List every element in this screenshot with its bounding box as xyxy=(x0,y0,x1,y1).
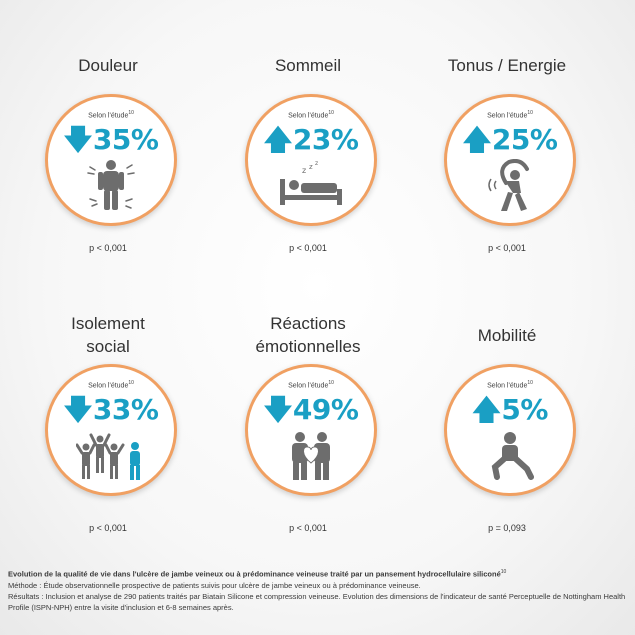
metric-circle: Selon l'étude10 🡅25% xyxy=(444,94,576,226)
p-value: p < 0,001 xyxy=(289,243,327,253)
metric-value: 🡇35% xyxy=(63,123,159,156)
footnote-title: Evolution de la qualité de vie dans l'ul… xyxy=(8,569,507,579)
metric-circle: Selon l'étude10 🡅5% xyxy=(444,364,576,496)
study-label: Selon l'étude10 xyxy=(88,110,134,120)
pain-person-icon xyxy=(87,160,135,210)
p-value: p < 0,001 xyxy=(89,523,127,533)
metric-reactions: Réactions émotionnelles Selon l'étude10 … xyxy=(208,312,408,533)
metric-title: Tonus / Energie xyxy=(447,56,567,75)
study-label: Selon l'étude10 xyxy=(487,110,533,120)
metric-title: Mobilité xyxy=(477,326,537,345)
metric-value: 🡅23% xyxy=(263,123,359,156)
couple-heart-icon xyxy=(292,432,330,480)
down-arrow-icon: 🡇 xyxy=(63,123,93,156)
metric-title: Isolement social xyxy=(71,314,145,356)
metric-value: 🡇33% xyxy=(63,393,159,426)
footnote: Evolution de la qualité de vie dans l'ul… xyxy=(8,567,628,613)
metric-value: 🡅25% xyxy=(462,123,558,156)
study-label: Selon l'étude10 xyxy=(288,380,334,390)
isolated-group-icon xyxy=(76,433,140,480)
metric-value: 🡇49% xyxy=(263,393,359,426)
footnote-resultats: Résultats : Inclusion et analyse de 290 … xyxy=(8,591,626,612)
footnote-methode: Méthode : Étude observationnelle prospec… xyxy=(8,580,421,590)
metric-title: Douleur xyxy=(78,56,138,75)
stretching-person-icon xyxy=(488,159,529,211)
up-arrow-icon: 🡅 xyxy=(462,123,492,156)
down-arrow-icon: 🡇 xyxy=(263,393,293,426)
metric-title: Réactions émotionnelles xyxy=(255,314,361,356)
study-label: Selon l'étude10 xyxy=(88,380,134,390)
study-label: Selon l'étude10 xyxy=(487,380,533,390)
metric-circle: Selon l'étude10 🡇49% xyxy=(245,364,377,496)
p-value: p < 0,001 xyxy=(289,523,327,533)
metric-circle: Selon l'étude10 🡇33% xyxy=(45,364,177,496)
down-arrow-icon: 🡇 xyxy=(63,393,93,426)
p-value: p = 0,093 xyxy=(488,523,526,533)
metric-circle: Selon l'étude10 🡅23% z z z xyxy=(245,94,377,226)
metric-sommeil: Sommeil Selon l'étude10 🡅23% z z z p < 0… xyxy=(208,54,408,253)
sleeping-bed-icon: z z z xyxy=(280,160,342,205)
metric-circle: Selon l'étude10 🡇35% xyxy=(45,94,177,226)
up-arrow-icon: 🡅 xyxy=(263,123,293,156)
p-value: p < 0,001 xyxy=(488,243,526,253)
p-value: p < 0,001 xyxy=(89,243,127,253)
svg-text:z: z xyxy=(302,166,306,175)
metric-tonus: Tonus / Energie Selon l'étude10 🡅25% p <… xyxy=(407,54,607,253)
squatting-person-icon xyxy=(491,432,534,480)
up-arrow-icon: 🡅 xyxy=(472,393,501,426)
metric-douleur: Douleur Selon l'étude10 🡇35% p < 0,001 xyxy=(8,54,208,253)
metric-mobilite: Mobilité Selon l'étude10 🡅5% p = 0,093 xyxy=(407,312,607,533)
study-label: Selon l'étude10 xyxy=(288,110,334,120)
metric-isolement: Isolement social Selon l'étude10 🡇33% p … xyxy=(8,312,208,533)
svg-text:z: z xyxy=(309,163,313,171)
metric-title: Sommeil xyxy=(274,56,342,75)
svg-text:z: z xyxy=(315,160,318,167)
metric-value: 🡅5% xyxy=(472,393,548,426)
